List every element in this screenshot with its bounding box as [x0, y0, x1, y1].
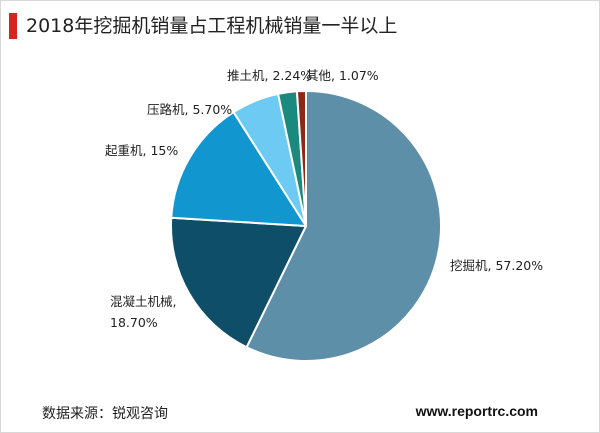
chart-title: 2018年挖掘机销量占工程机械销量一半以上: [26, 15, 398, 37]
pie-labels: 挖掘机, 57.20% 混凝土机械, 18.70% 起重机, 15% 压路机, 5.70…: [105, 68, 543, 330]
slice-label-2: 混凝土机械, 18.70%: [110, 294, 176, 330]
slice-label-6: 其他, 1.07%: [306, 68, 379, 83]
pie-slice-3: [170, 111, 307, 227]
title-accent-bar: [9, 13, 17, 39]
pie-slice-2: [170, 216, 307, 349]
slice-label-3: 起重机, 15%: [105, 143, 178, 158]
slice-label-1: 挖掘机, 57.20%: [450, 258, 543, 273]
slice-label-5: 推土机, 2.24%: [227, 68, 312, 83]
data-source-note: 数据来源：锐观咨询: [42, 406, 168, 422]
pie-slices: [170, 90, 442, 362]
website-url[interactable]: www.reportrc.com: [415, 403, 538, 419]
pie-slice-1: [245, 90, 442, 362]
slice-label-4: 压路机, 5.70%: [147, 102, 232, 117]
pie-slice-6: [295, 90, 307, 227]
